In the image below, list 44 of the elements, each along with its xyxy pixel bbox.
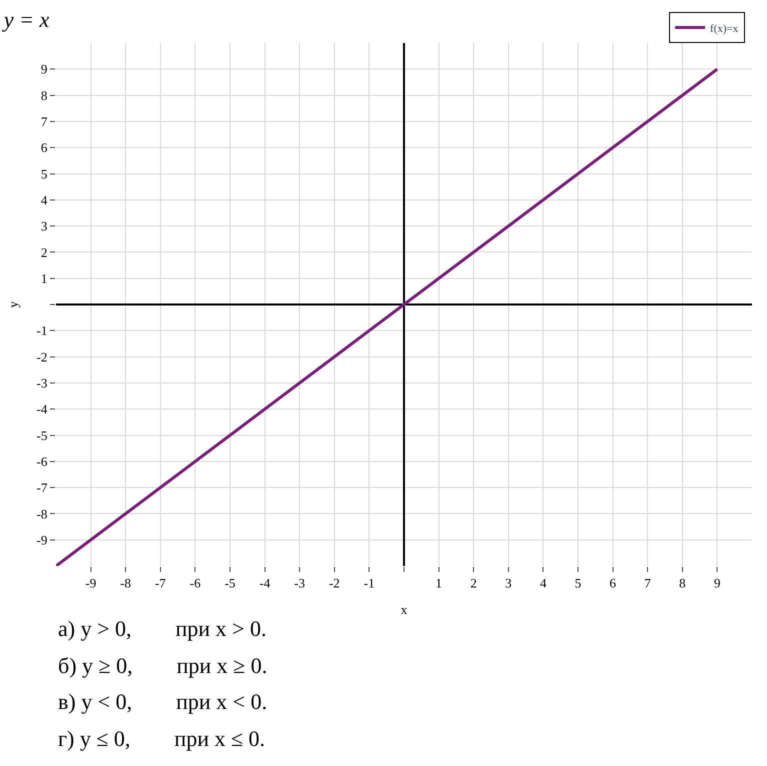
x-tick-label: -1: [364, 576, 375, 591]
legend-label: f(x)=x: [710, 22, 739, 35]
y-tick-label: -6: [36, 454, 48, 469]
x-tick-label: -5: [224, 576, 236, 591]
x-tick-label: -4: [259, 576, 271, 591]
y-axis-title: y: [6, 300, 21, 308]
y-tick-label: -4: [36, 402, 48, 417]
y-tick-label: 5: [40, 166, 48, 182]
x-tick-label: 1: [436, 576, 442, 591]
y-tick-label: 6: [40, 140, 48, 156]
y-tick-label: -5: [36, 428, 48, 443]
y-tick-label: -9: [36, 532, 48, 548]
y-tick-label: 7: [40, 114, 48, 129]
text: г) y ≤ 0, при x ≤ 0.: [58, 726, 266, 751]
x-tick-label: -9: [85, 576, 96, 591]
y-tick-label: -8: [36, 506, 48, 522]
x-tick-label: 6: [610, 576, 617, 591]
y-tick-label: 8: [40, 88, 48, 103]
y-tick-label: -2: [36, 349, 48, 364]
y-tick-label: -1: [36, 323, 48, 338]
y-tick-label: 9: [40, 62, 48, 77]
x-tick-label: 5: [574, 576, 582, 591]
x-tick-label: 3: [505, 576, 512, 591]
y-tick-label: 1: [40, 270, 48, 286]
y-tick-label: 3: [40, 218, 48, 234]
chart-title: y = x: [2, 6, 50, 32]
x-tick-label: -8: [120, 576, 132, 591]
x-tick-label: -7: [154, 576, 166, 591]
x-tick-label: -6: [190, 576, 202, 591]
text: а) y > 0, при x > 0.: [58, 616, 266, 641]
x-tick-label: -3: [294, 576, 306, 591]
x-tick-label: 9: [714, 576, 720, 591]
y-tick-label: 4: [40, 192, 48, 208]
y-tick-label: -3: [36, 376, 48, 390]
y-tick-label: 2: [40, 244, 48, 260]
x-tick-label: 2: [470, 576, 477, 591]
x-tick-label: 7: [644, 576, 652, 591]
text: в) y < 0, при x < 0.: [58, 689, 268, 714]
x-tick-label: -2: [328, 576, 340, 591]
x-tick-label: 8: [679, 576, 686, 591]
x-tick-label: 4: [540, 576, 547, 591]
y-tick-label: -7: [36, 480, 48, 496]
text: б) y ≥ 0, при x ≥ 0.: [58, 653, 268, 678]
x-axis-title: x: [400, 602, 408, 618]
